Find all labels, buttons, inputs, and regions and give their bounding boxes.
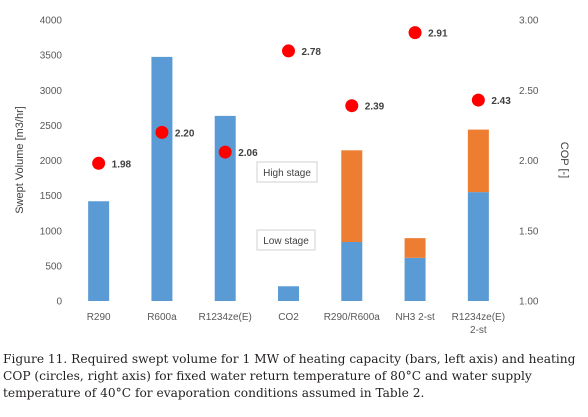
bar-high-stage bbox=[467, 129, 489, 193]
cop-point bbox=[218, 145, 232, 159]
x-tick-label: R1234ze(E) bbox=[199, 312, 252, 323]
right-axis-ticks: 1.00 1.50 2.00 2.50 3.00 bbox=[519, 16, 539, 308]
x-tick-label: R290 bbox=[87, 312, 111, 323]
bars bbox=[88, 56, 489, 301]
y-tick-label: 3000 bbox=[40, 86, 63, 97]
y2-axis-title: COP [-] bbox=[558, 142, 570, 178]
x-tick-label: NH3 2-st bbox=[395, 312, 435, 323]
y-axis-title: Swept Volume [m3/hr] bbox=[14, 106, 26, 214]
y-tick-label: 2000 bbox=[40, 156, 63, 167]
cop-label: 1.98 bbox=[112, 159, 132, 170]
y2-tick-label: 3.00 bbox=[519, 16, 539, 27]
cop-label: 2.06 bbox=[238, 148, 258, 159]
cop-label: 2.78 bbox=[302, 47, 322, 58]
bar-low-stage bbox=[278, 286, 299, 301]
y-tick-label: 500 bbox=[45, 261, 62, 272]
cop-point bbox=[471, 93, 485, 107]
bar-high-stage bbox=[341, 150, 363, 242]
bar-low-stage bbox=[467, 192, 489, 301]
cop-point bbox=[408, 26, 422, 40]
annotation-box bbox=[256, 229, 316, 251]
y-tick-label: 2500 bbox=[40, 121, 63, 132]
y-tick-label: 1500 bbox=[40, 191, 63, 202]
cop-points: 1.98 2.20 2.06 2.78 2.39 2.91 2.43 bbox=[92, 26, 511, 170]
x-tick-label: CO2 bbox=[278, 312, 299, 323]
cop-label: 2.39 bbox=[365, 102, 385, 113]
cop-point bbox=[345, 99, 359, 113]
bar-low-stage bbox=[88, 201, 110, 301]
annotation-box bbox=[256, 161, 318, 183]
left-axis-ticks: 0 500 1000 1500 2000 2500 3000 3500 4000 bbox=[40, 16, 63, 308]
annotation-text: Low stage bbox=[263, 236, 309, 247]
x-tick-label: R290/R600a bbox=[324, 312, 381, 323]
stage-annotations: High stage Low stage bbox=[256, 161, 318, 251]
figure-caption: Figure 11. Required swept volume for 1 M… bbox=[3, 352, 576, 400]
bar-high-stage bbox=[404, 238, 426, 258]
cop-point bbox=[155, 125, 169, 139]
bar-low-stage bbox=[341, 241, 363, 301]
y-tick-label: 3500 bbox=[40, 51, 63, 62]
bar-low-stage bbox=[151, 56, 173, 301]
y-tick-label: 4000 bbox=[40, 16, 63, 27]
x-tick-label: R600a bbox=[147, 312, 177, 323]
annotation-text: High stage bbox=[263, 168, 311, 179]
y2-tick-label: 2.50 bbox=[519, 86, 539, 97]
x-tick-label: R1234ze(E) 2-st bbox=[452, 312, 505, 336]
y-tick-label: 1000 bbox=[40, 226, 63, 237]
cop-label: 2.91 bbox=[428, 29, 448, 40]
chart: 0 500 1000 1500 2000 2500 3000 3500 4000 1.00 1.5… bbox=[14, 16, 570, 337]
cop-label: 2.43 bbox=[491, 96, 511, 107]
y2-tick-label: 2.00 bbox=[519, 156, 539, 167]
cop-point bbox=[92, 156, 106, 170]
cop-label: 2.20 bbox=[175, 128, 195, 139]
y2-tick-label: 1.00 bbox=[519, 297, 539, 308]
y-tick-label: 0 bbox=[56, 297, 62, 308]
y2-tick-label: 1.50 bbox=[519, 226, 539, 237]
bar-low-stage bbox=[404, 257, 426, 301]
category-labels: R290 R600a R1234ze(E) CO2 R290/R600a NH3 2-st… bbox=[87, 312, 505, 336]
bar-low-stage bbox=[214, 115, 236, 301]
cop-point bbox=[282, 44, 295, 58]
